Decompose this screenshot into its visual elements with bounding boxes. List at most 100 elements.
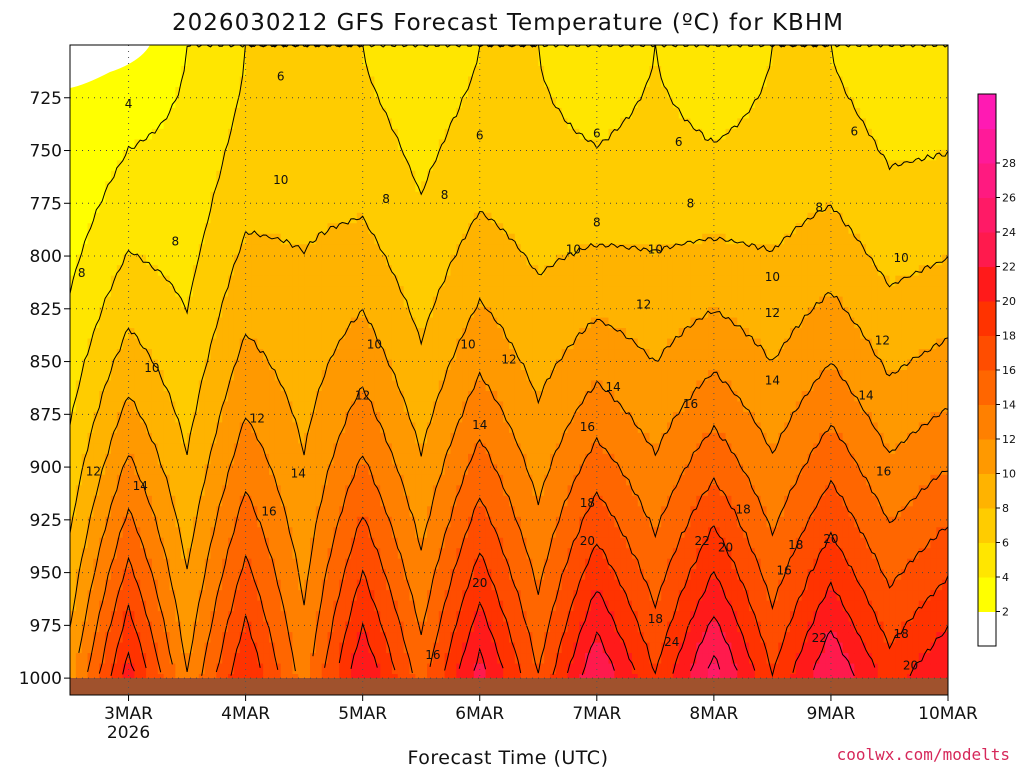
temperature-cell xyxy=(204,359,212,371)
temperature-cell xyxy=(87,453,95,465)
temperature-cell xyxy=(146,495,153,507)
temperature-cell xyxy=(485,432,493,444)
temperature-cell xyxy=(105,128,112,140)
temperature-cell xyxy=(245,55,253,67)
temperature-cell xyxy=(345,212,352,224)
temperature-cell xyxy=(368,160,375,172)
temperature-cell xyxy=(333,118,340,130)
temperature-cell xyxy=(110,317,118,329)
temperature-cell xyxy=(204,254,212,266)
temperature-cell xyxy=(532,317,539,329)
temperature-cell xyxy=(81,128,89,140)
temperature-cell xyxy=(380,380,387,392)
temperature-cell xyxy=(169,432,176,444)
temperature-cell xyxy=(128,611,135,623)
temperature-cell xyxy=(157,86,165,99)
temperature-cell xyxy=(327,296,334,308)
temperature-cell xyxy=(128,254,135,266)
temperature-cell xyxy=(140,181,147,193)
temperature-cell xyxy=(198,537,206,549)
temperature-cell xyxy=(298,390,305,403)
temperature-cell xyxy=(292,55,299,67)
temperature-cell xyxy=(157,390,165,403)
temperature-cell xyxy=(345,55,352,67)
temperature-cell xyxy=(503,527,510,539)
temperature-cell xyxy=(146,611,153,623)
temperature-cell xyxy=(157,653,165,665)
temperature-cell xyxy=(204,45,212,57)
temperature-cell xyxy=(157,558,165,570)
temperature-cell xyxy=(468,516,475,528)
temperature-cell xyxy=(146,380,153,392)
temperature-cell xyxy=(251,265,258,277)
temperature-cell xyxy=(362,107,370,119)
temperature-cell xyxy=(216,516,223,528)
temperature-cell xyxy=(298,516,305,528)
temperature-cell xyxy=(339,65,346,78)
temperature-cell xyxy=(509,632,516,644)
temperature-cell xyxy=(497,128,504,140)
temperature-cell xyxy=(456,118,463,130)
temperature-cell xyxy=(485,76,493,88)
temperature-cell xyxy=(140,474,147,486)
temperature-cell xyxy=(169,422,176,434)
temperature-cell xyxy=(192,600,200,612)
temperature-cell xyxy=(263,632,270,644)
temperature-cell xyxy=(532,516,539,528)
temperature-cell xyxy=(298,537,305,549)
temperature-cell xyxy=(222,223,229,235)
temperature-cell xyxy=(345,548,352,560)
temperature-cell xyxy=(485,97,493,109)
temperature-cell xyxy=(485,474,493,486)
temperature-cell xyxy=(204,97,212,109)
temperature-cell xyxy=(514,317,522,329)
temperature-cell xyxy=(526,548,534,560)
temperature-cell xyxy=(292,422,299,434)
temperature-cell xyxy=(169,370,176,382)
temperature-cell xyxy=(233,76,241,88)
temperature-cell xyxy=(216,244,223,256)
temperature-cell xyxy=(105,485,112,497)
temperature-cell xyxy=(105,244,112,256)
temperature-cell xyxy=(333,663,340,675)
temperature-cell xyxy=(181,474,188,486)
temperature-cell xyxy=(462,380,469,392)
temperature-cell xyxy=(327,170,334,182)
temperature-cell xyxy=(163,537,171,549)
temperature-cell xyxy=(116,107,124,119)
temperature-cell xyxy=(269,390,276,403)
temperature-cell xyxy=(216,45,223,57)
temperature-cell xyxy=(468,65,475,78)
temperature-cell xyxy=(415,212,422,224)
temperature-cell xyxy=(514,139,522,151)
temperature-cell xyxy=(99,380,106,392)
temperature-cell xyxy=(157,432,165,444)
temperature-cell xyxy=(456,453,463,465)
temperature-cell xyxy=(315,139,323,151)
temperature-cell xyxy=(134,642,141,654)
temperature-cell xyxy=(479,537,487,549)
temperature-cell xyxy=(421,443,428,455)
temperature-cell xyxy=(485,537,493,549)
temperature-cell xyxy=(105,558,112,570)
temperature-cell xyxy=(210,317,217,329)
temperature-cell xyxy=(233,453,241,465)
temperature-cell xyxy=(456,170,463,182)
temperature-cell xyxy=(157,380,165,392)
temperature-cell xyxy=(497,579,504,591)
temperature-cell xyxy=(198,55,206,67)
temperature-cell xyxy=(280,223,288,235)
temperature-cell xyxy=(403,611,411,623)
temperature-cell xyxy=(503,349,510,361)
temperature-cell xyxy=(491,370,498,382)
temperature-cell xyxy=(450,506,457,518)
temperature-cell xyxy=(75,328,83,340)
temperature-cell xyxy=(386,265,393,277)
temperature-cell xyxy=(99,359,106,371)
temperature-cell xyxy=(339,432,346,444)
temperature-cell xyxy=(304,611,311,623)
temperature-cell xyxy=(87,86,95,99)
temperature-cell xyxy=(438,170,446,182)
temperature-cell xyxy=(321,139,329,151)
temperature-cell xyxy=(134,275,141,287)
